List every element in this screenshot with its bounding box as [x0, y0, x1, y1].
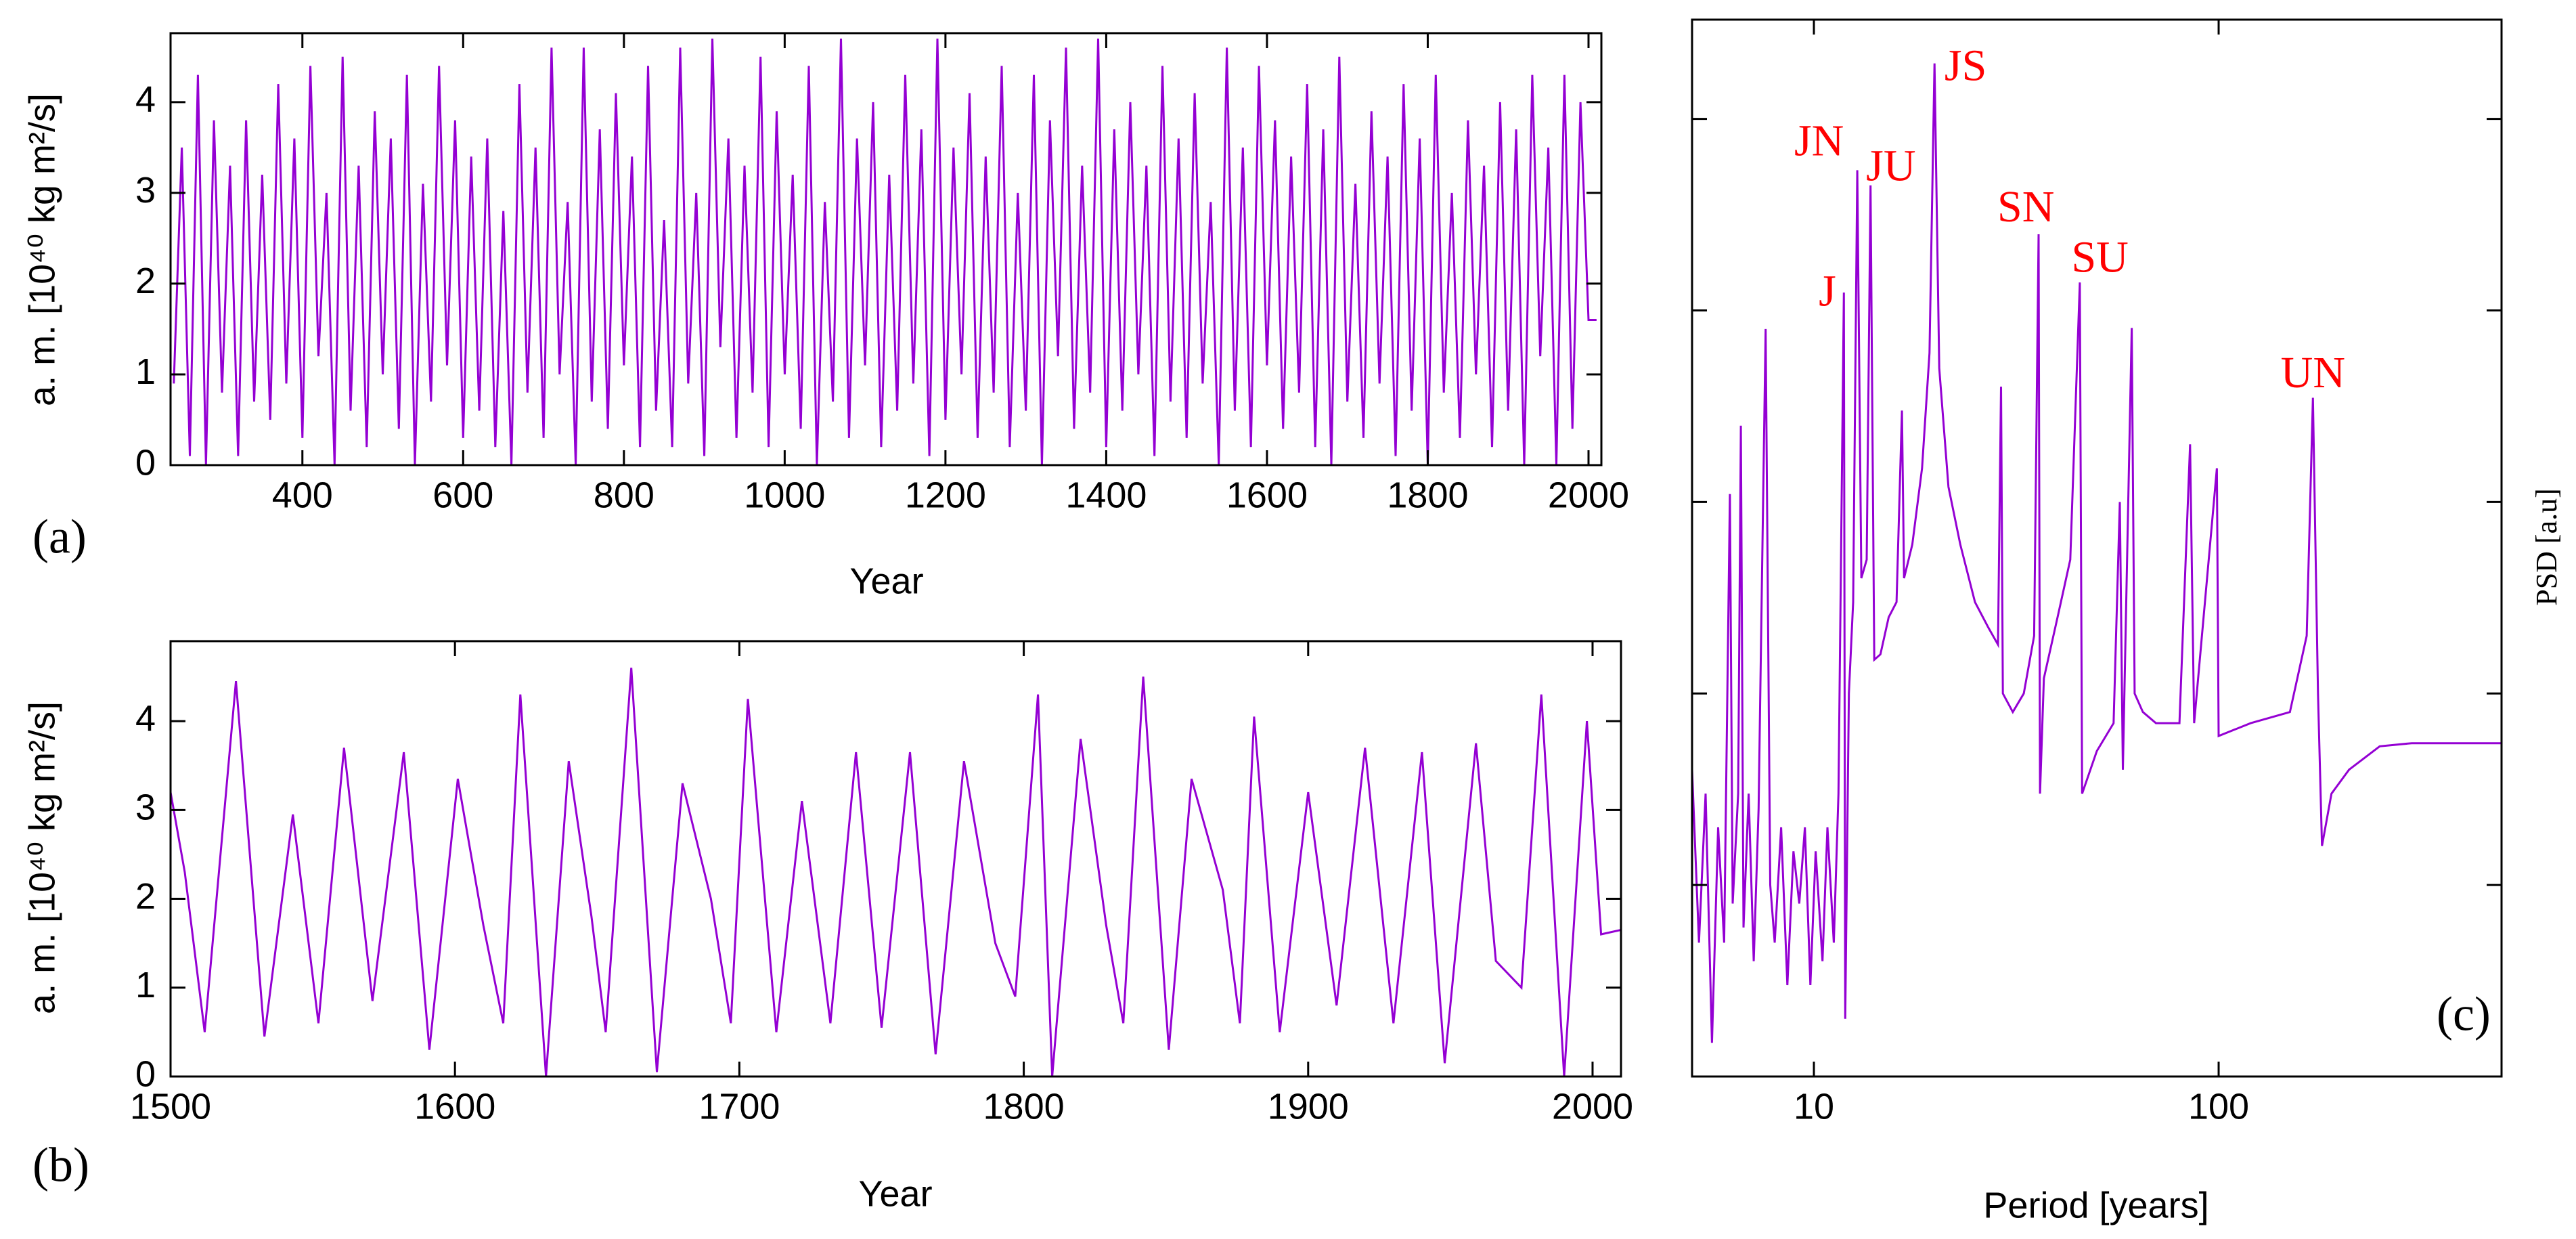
- plot-frame: [169, 32, 1603, 466]
- x-tick-label: 1200: [905, 475, 986, 515]
- annotation: JS: [1945, 41, 1986, 91]
- x-tick-label: 600: [432, 475, 493, 515]
- panel-label: (c): [2437, 987, 2491, 1041]
- y-tick-label: 1: [135, 351, 156, 392]
- x-tick-label: 1800: [1387, 475, 1468, 515]
- data-line: [1692, 63, 2502, 1043]
- annotation: JU: [1866, 142, 1915, 191]
- x-tick-label: 2000: [1548, 475, 1629, 515]
- annotation: SN: [1997, 182, 2054, 232]
- annotation: UN: [2281, 348, 2345, 397]
- x-tick-label: 1000: [744, 475, 825, 515]
- plot-frame: [169, 640, 1622, 1078]
- x-tick-label: 800: [594, 475, 654, 515]
- annotation: SU: [2071, 232, 2128, 282]
- y-tick-label: 1: [135, 965, 156, 1005]
- x-tick-label: 2000: [1552, 1086, 1633, 1127]
- x-axis-label: Year: [849, 561, 923, 601]
- x-tick-label: 1700: [698, 1086, 780, 1127]
- plot-area: [171, 668, 1621, 1077]
- plot-area: [173, 38, 1597, 465]
- y-tick-label: 4: [135, 79, 156, 120]
- plot-frame: [1691, 18, 2503, 1078]
- x-tick-label: 1600: [414, 1086, 495, 1127]
- panel-label: (b): [32, 1138, 89, 1192]
- annotation: J: [1819, 266, 1836, 316]
- x-tick-label: 1400: [1065, 475, 1147, 515]
- panel-label: (a): [32, 510, 87, 564]
- y-tick-label: 3: [135, 170, 156, 211]
- y-tick-label: 2: [135, 261, 156, 301]
- x-tick-label: 10: [1794, 1086, 1834, 1127]
- annotation: JN: [1794, 116, 1844, 165]
- data-line: [171, 668, 1621, 1077]
- x-axis-label: Period [years]: [1983, 1185, 2208, 1225]
- x-tick-label: 1900: [1268, 1086, 1349, 1127]
- y-axis-label: a. m. [10⁴⁰ kg m²/s]: [22, 701, 62, 1014]
- plot-area: [1692, 63, 2502, 1043]
- x-tick-label: 1500: [130, 1086, 211, 1127]
- y-tick-label: 2: [135, 876, 156, 917]
- y-axis-label: a. m. [10⁴⁰ kg m²/s]: [22, 93, 62, 406]
- y-axis-label: PSD [a.u]: [2530, 488, 2563, 606]
- y-tick-label: 4: [135, 698, 156, 739]
- x-tick-label: 400: [272, 475, 333, 515]
- x-tick-label: 1600: [1226, 475, 1308, 515]
- y-tick-label: 0: [135, 442, 156, 483]
- y-tick-label: 3: [135, 787, 156, 828]
- x-axis-label: Year: [858, 1173, 932, 1214]
- data-line: [173, 38, 1597, 465]
- x-tick-label: 100: [2188, 1086, 2249, 1127]
- y-tick-label: 0: [135, 1053, 156, 1094]
- x-tick-label: 1800: [983, 1086, 1065, 1127]
